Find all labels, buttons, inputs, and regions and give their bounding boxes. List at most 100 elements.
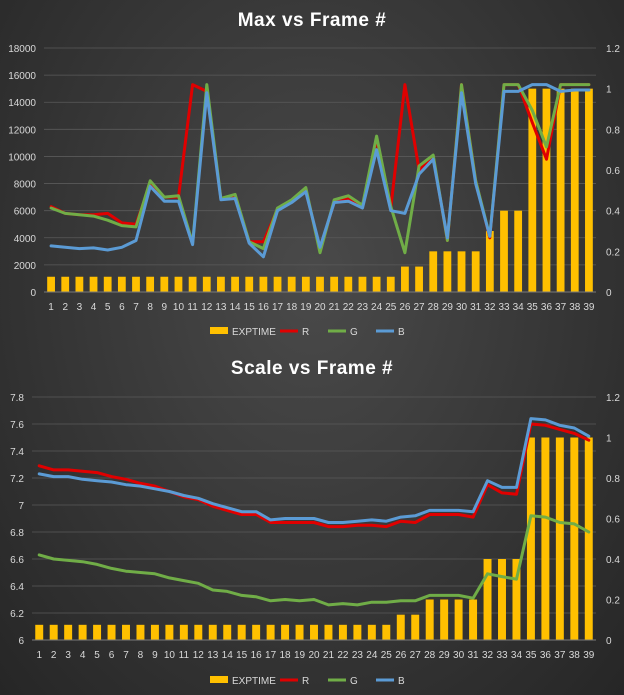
bar — [107, 624, 116, 640]
bar — [89, 276, 98, 292]
bar — [541, 437, 550, 640]
x-tick-label: 7 — [123, 650, 129, 661]
legend-label: G — [350, 327, 358, 338]
bar — [179, 624, 188, 640]
bar — [570, 437, 579, 640]
x-tick-label: 15 — [244, 302, 256, 313]
x-tick-label: 2 — [51, 650, 57, 661]
line-series-r — [37, 422, 591, 529]
bar — [372, 276, 381, 292]
legend: EXPTIME R G B — [210, 327, 405, 338]
bar — [295, 624, 304, 640]
x-tick-label: 3 — [77, 302, 83, 313]
x-tick-label: 34 — [513, 302, 525, 313]
x-tick-label: 32 — [484, 302, 496, 313]
bar — [324, 624, 333, 640]
bar — [93, 624, 102, 640]
x-tick-label: 4 — [80, 650, 86, 661]
series-line — [37, 514, 591, 607]
x-tick-label: 35 — [527, 302, 539, 313]
bar — [401, 266, 409, 292]
x-tick-label: 29 — [439, 650, 451, 661]
y-tick-label: 12000 — [8, 125, 36, 136]
left-axis: 0 2000 4000 6000 8000 10000 12000 14000 16000 180… — [8, 44, 36, 299]
x-tick-label: 33 — [498, 302, 510, 313]
bar — [485, 231, 494, 292]
bar — [117, 276, 126, 292]
x-tick-label: 4 — [91, 302, 97, 313]
bar — [542, 88, 551, 293]
y-tick-label: 6.8 — [10, 528, 24, 539]
x-tick-label: 14 — [230, 302, 242, 313]
bar — [202, 276, 211, 292]
bar — [358, 276, 367, 292]
bar — [231, 276, 239, 292]
x-tick-label: 22 — [343, 302, 355, 313]
bar — [165, 624, 174, 640]
chart-title: Scale vs Frame # — [230, 358, 394, 379]
x-tick-label: 6 — [119, 302, 125, 313]
x-axis: 1 2 3 4 5 6 7 8 9 10 11 12 13 14 15 16 17 18 19 20 21 22 23 24 2… — [36, 650, 594, 661]
bar — [396, 614, 405, 640]
bar — [429, 251, 438, 292]
bar — [47, 276, 55, 292]
legend: EXPTIME R G B — [210, 676, 405, 687]
y-tick-label: 16000 — [8, 71, 36, 82]
bar — [526, 437, 535, 640]
x-tick-label: 13 — [207, 650, 219, 661]
x-tick-label: 20 — [314, 302, 326, 313]
bar — [500, 210, 508, 292]
x-tick-label: 11 — [187, 302, 198, 313]
x-tick-label: 29 — [442, 302, 454, 313]
y-tick-label: 7.4 — [10, 447, 24, 458]
y-tick-label: 4000 — [14, 234, 37, 245]
bar — [570, 88, 579, 293]
x-tick-label: 26 — [395, 650, 407, 661]
bar — [217, 276, 225, 292]
x-tick-label: 11 — [179, 650, 190, 661]
line-series-b — [37, 417, 591, 524]
legend-label: EXPTIME — [232, 676, 276, 687]
right-axis: 0 0.2 0.4 0.6 0.8 1 1.2 — [606, 44, 620, 299]
series-line — [49, 83, 591, 259]
x-tick-label: 28 — [428, 302, 440, 313]
x-tick-label: 30 — [456, 302, 468, 313]
x-tick-label: 1 — [48, 302, 54, 313]
bar — [584, 437, 593, 640]
x-tick-label: 33 — [496, 650, 508, 661]
legend-label: B — [398, 676, 405, 687]
right-axis: 0 0.2 0.4 0.6 0.8 1 1.2 — [606, 393, 620, 647]
x-tick-label: 39 — [583, 650, 595, 661]
bar — [259, 276, 268, 292]
y-tick-label: 6 — [18, 636, 24, 647]
x-tick-label: 3 — [65, 650, 71, 661]
bar — [194, 624, 203, 640]
x-tick-label: 31 — [468, 650, 480, 661]
bar — [150, 624, 159, 640]
x-tick-label: 15 — [236, 650, 248, 661]
bar — [146, 276, 155, 292]
bar — [382, 624, 391, 640]
y2-tick-label: 1 — [606, 434, 612, 445]
x-tick-label: 5 — [105, 302, 111, 313]
x-tick-label: 14 — [222, 650, 234, 661]
x-tick-label: 17 — [265, 650, 277, 661]
x-tick-label: 6 — [109, 650, 115, 661]
scale-vs-frame-chart: Scale vs Frame # 6 6.2 6.4 6.6 6.8 7 7.2 7.4 7.6… — [0, 348, 624, 695]
x-tick-label: 7 — [133, 302, 139, 313]
bar — [266, 624, 275, 640]
x-tick-label: 13 — [215, 302, 227, 313]
bar — [471, 251, 480, 292]
bar — [103, 276, 112, 292]
y-tick-label: 18000 — [8, 44, 36, 55]
bar — [301, 276, 310, 292]
bar — [483, 559, 492, 640]
bar — [386, 276, 395, 292]
x-tick-label: 8 — [147, 302, 153, 313]
bar — [454, 599, 463, 640]
y-tick-label: 10000 — [8, 152, 36, 163]
x-tick-label: 20 — [308, 650, 320, 661]
bar — [457, 251, 466, 292]
x-tick-label: 23 — [352, 650, 364, 661]
x-tick-label: 8 — [138, 650, 144, 661]
